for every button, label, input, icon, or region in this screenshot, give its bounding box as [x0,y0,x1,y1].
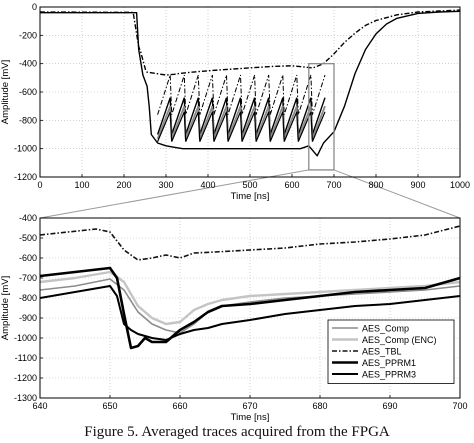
bottom-legend-label: AES_Comp (ENC) [362,335,437,345]
zoom-connector-left [39,169,309,219]
top-ytick-label: -1200 [14,172,37,182]
bottom-xlabel: Time [ns] [231,412,270,423]
top-ytick-label: -400 [19,59,37,69]
bottom-xtick-label: 700 [452,401,467,411]
bottom-legend-label: AES_Comp [362,324,409,334]
top-ytick-label: -600 [19,87,37,97]
top-xtick-label: 400 [200,180,215,190]
top-xtick-label: 300 [158,180,173,190]
bottom-legend-label: AES_PPRM1 [362,358,416,368]
bottom-xtick-label: 660 [172,401,187,411]
chart-full-trace: 0 100 200 300 400 500 600 700 800 900 1000 0 -200 -40… [0,2,470,202]
bottom-ytick-label: -1000 [14,333,37,343]
top-xtick-label: 500 [242,180,257,190]
bottom-ytick-label: -1200 [14,373,37,383]
bottom-xtick-label: 690 [382,401,397,411]
zoom-connector-right [333,169,461,219]
bottom-ytick-label: -900 [19,313,37,323]
top-tooth-upper [157,74,326,115]
top-series-0 [40,9,460,76]
bottom-xtick-label: 680 [312,401,327,411]
bottom-ytick-label: -700 [19,273,37,283]
top-ylabel: Amplitude [mV] [0,60,11,124]
top-xtick-label: 900 [410,180,425,190]
zoom-connectors [39,169,461,219]
bottom-ytick-label: -500 [19,233,37,243]
bottom-ytick-label: -1300 [14,393,37,403]
bottom-ytick-label: -800 [19,293,37,303]
bottom-xtick-label: 640 [32,401,47,411]
bottom-legend-label: AES_PPRM3 [362,370,416,380]
bottom-series-aes-pprm1 [40,266,460,350]
bottom-series-aes-comp-enc- [40,270,460,326]
top-series-1 [40,10,460,157]
top-ytick-label: -1000 [14,144,37,154]
top-ytick-label: -200 [19,30,37,40]
bottom-xtick-label: 650 [102,401,117,411]
top-series-group [40,9,460,157]
top-xtick-label: 800 [368,180,383,190]
bottom-legend-box [327,319,455,384]
chart-zoom-trace: 640 650 660 670 680 690 700 -400 -500 -600 -700 -80… [0,213,468,423]
bottom-series-group [40,225,460,350]
bottom-ylabel: Amplitude [mV] [0,276,11,340]
bottom-series-aes-pprm3 [40,285,460,341]
figure-caption: Figure 5. Averaged traces acquired from … [84,424,390,440]
bottom-xtick-label: 670 [242,401,257,411]
top-xtick-label: 100 [74,180,89,190]
bottom-ytick-label: -400 [19,213,37,223]
top-xtick-label: 0 [37,180,42,190]
top-tooth-black-b [157,111,326,142]
bottom-ytick-label: -1100 [15,353,37,363]
bottom-series-aes-tbl [40,225,460,261]
top-ytick-label: 0 [32,2,37,12]
top-ytick-label: -800 [19,115,37,125]
bottom-legend-label: AES_TBL [362,347,402,357]
top-xtick-label: 1000 [450,180,470,190]
top-xtick-label: 700 [326,180,341,190]
top-xtick-label: 600 [284,180,299,190]
bottom-ytick-label: -600 [19,253,37,263]
top-xtick-label: 200 [116,180,131,190]
top-xlabel: Time [ns] [231,191,270,202]
top-zoom-box [308,63,335,171]
